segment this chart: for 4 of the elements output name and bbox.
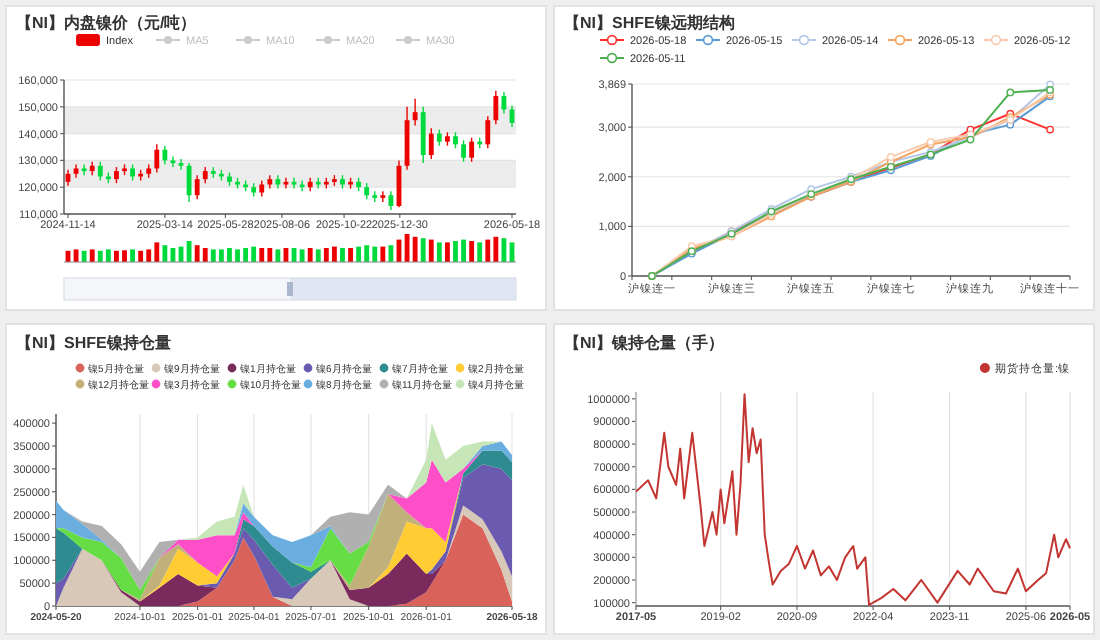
- chart-title: 【NI】镍持仓量（手）: [564, 334, 724, 352]
- chart-title: 【NI】SHFE镍持仓量: [16, 334, 171, 352]
- chart-title: 【NI】SHFE镍远期结构: [564, 14, 735, 32]
- chart-title: 【NI】内盘镍价（元/吨）: [16, 14, 197, 32]
